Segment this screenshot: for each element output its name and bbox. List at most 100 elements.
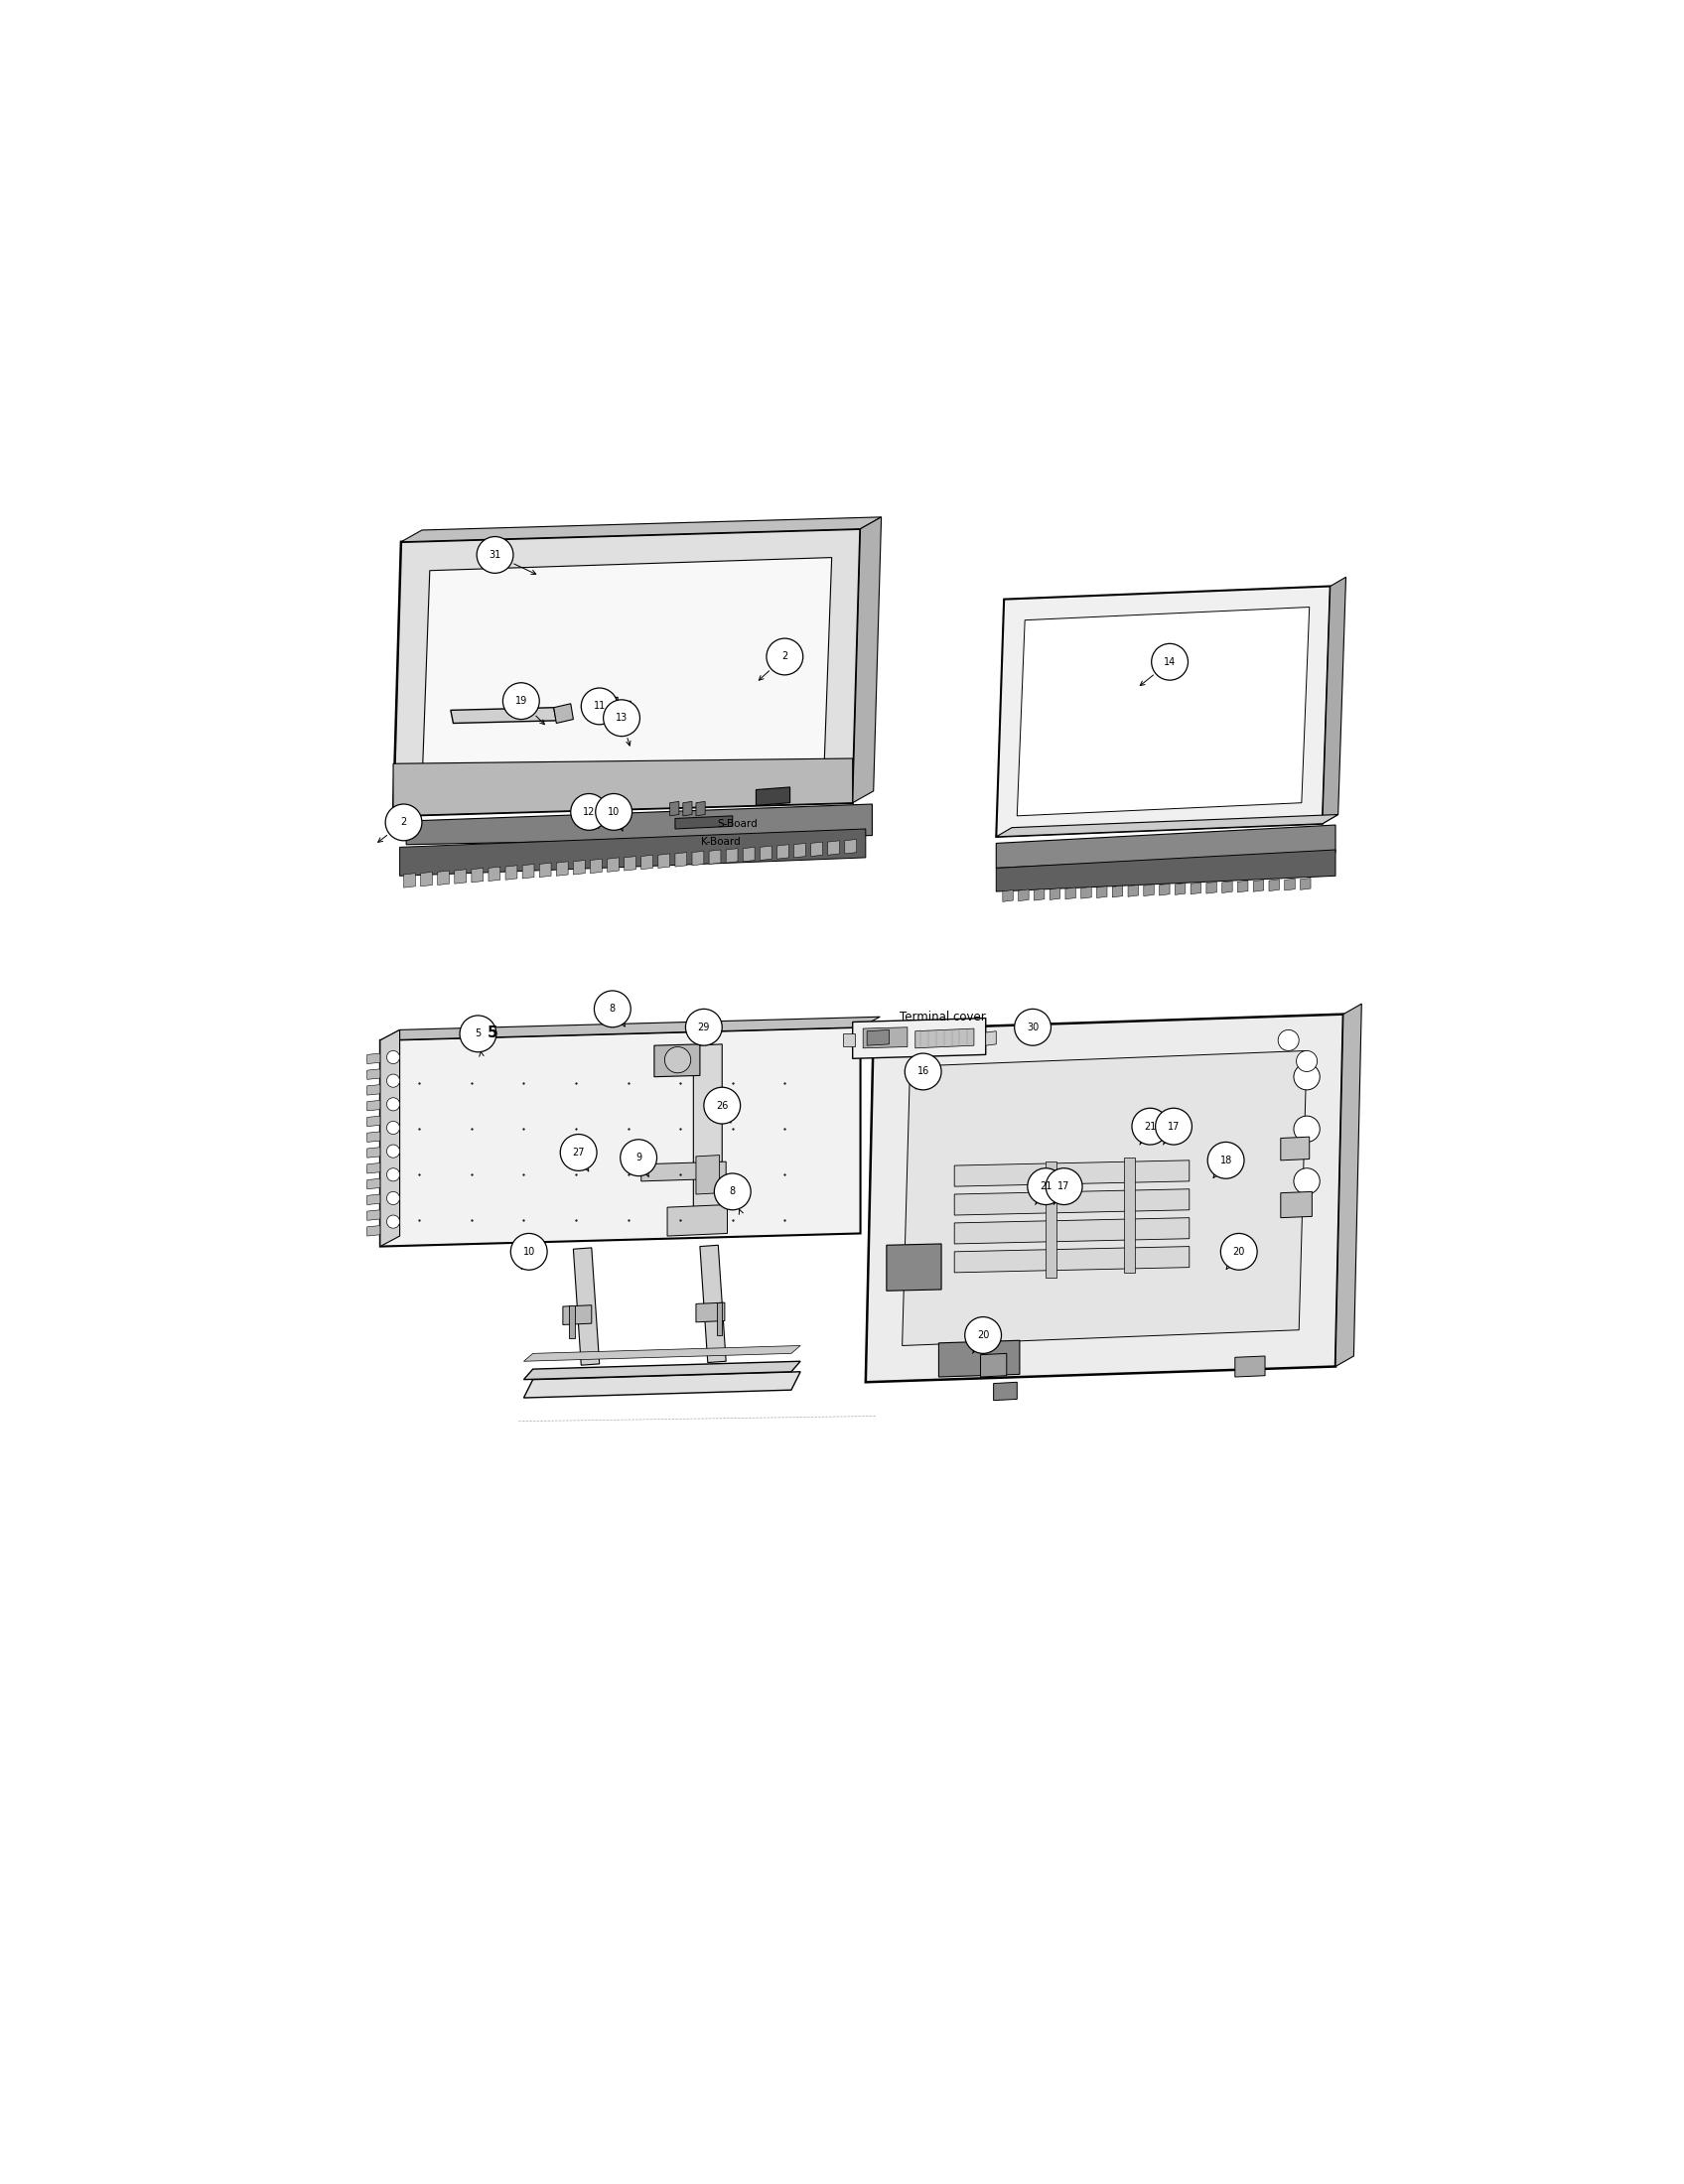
Circle shape <box>460 1016 497 1053</box>
Polygon shape <box>862 1026 908 1048</box>
Polygon shape <box>381 1018 881 1040</box>
Polygon shape <box>1285 878 1295 891</box>
Polygon shape <box>394 758 852 817</box>
Circle shape <box>477 537 514 572</box>
Polygon shape <box>401 518 881 542</box>
Polygon shape <box>844 1033 855 1046</box>
Text: 16: 16 <box>918 1066 930 1077</box>
Circle shape <box>603 699 640 736</box>
Polygon shape <box>829 841 840 854</box>
Polygon shape <box>1253 880 1263 891</box>
Polygon shape <box>367 1053 381 1064</box>
Polygon shape <box>1191 882 1201 893</box>
Circle shape <box>1046 1168 1083 1206</box>
Polygon shape <box>1175 882 1186 895</box>
Polygon shape <box>852 518 881 804</box>
Text: 29: 29 <box>697 1022 711 1033</box>
Polygon shape <box>1234 1356 1265 1376</box>
Polygon shape <box>997 815 1339 836</box>
Polygon shape <box>1238 880 1248 893</box>
Polygon shape <box>367 1179 381 1188</box>
Text: 11: 11 <box>593 701 606 712</box>
Polygon shape <box>1125 1158 1135 1273</box>
Polygon shape <box>423 557 832 786</box>
Text: 10: 10 <box>522 1247 536 1256</box>
Polygon shape <box>980 1354 1007 1376</box>
Polygon shape <box>562 1306 591 1326</box>
Polygon shape <box>653 1044 701 1077</box>
Text: 2: 2 <box>781 651 788 662</box>
Polygon shape <box>608 858 620 871</box>
Polygon shape <box>381 1026 861 1247</box>
Polygon shape <box>1280 1192 1312 1219</box>
Circle shape <box>1293 1116 1320 1142</box>
Circle shape <box>387 1192 399 1206</box>
Polygon shape <box>1113 885 1123 898</box>
Polygon shape <box>717 1302 722 1334</box>
Text: 18: 18 <box>1219 1155 1233 1166</box>
Polygon shape <box>406 804 872 845</box>
Polygon shape <box>367 1210 381 1221</box>
Polygon shape <box>642 854 653 869</box>
Polygon shape <box>569 1306 574 1339</box>
Text: 20: 20 <box>977 1330 989 1341</box>
Polygon shape <box>692 852 704 865</box>
Polygon shape <box>997 585 1330 836</box>
Polygon shape <box>675 852 687 867</box>
Polygon shape <box>539 863 551 878</box>
Polygon shape <box>695 1302 724 1321</box>
Polygon shape <box>845 839 857 854</box>
Polygon shape <box>1081 887 1091 898</box>
Polygon shape <box>994 1382 1017 1400</box>
Polygon shape <box>743 847 754 860</box>
Polygon shape <box>367 1162 381 1173</box>
Text: 8: 8 <box>610 1005 616 1013</box>
Polygon shape <box>394 529 861 817</box>
Polygon shape <box>756 786 790 806</box>
Text: 30: 30 <box>1027 1022 1039 1033</box>
Polygon shape <box>916 1029 973 1048</box>
Polygon shape <box>955 1247 1189 1273</box>
Polygon shape <box>695 1155 719 1195</box>
Text: 26: 26 <box>716 1101 727 1109</box>
Polygon shape <box>625 856 637 871</box>
Polygon shape <box>1066 887 1076 900</box>
Circle shape <box>510 1234 547 1269</box>
Polygon shape <box>421 871 433 887</box>
Polygon shape <box>1143 885 1154 895</box>
Polygon shape <box>695 802 706 817</box>
Polygon shape <box>524 1372 800 1398</box>
Polygon shape <box>367 1116 381 1127</box>
Polygon shape <box>1128 885 1138 898</box>
Polygon shape <box>1019 889 1029 902</box>
Circle shape <box>387 1051 399 1064</box>
Polygon shape <box>472 867 483 882</box>
Circle shape <box>1293 1168 1320 1195</box>
Polygon shape <box>1300 878 1310 889</box>
Polygon shape <box>505 865 517 880</box>
Polygon shape <box>1223 880 1233 893</box>
Polygon shape <box>793 843 805 858</box>
Circle shape <box>620 1140 657 1175</box>
Polygon shape <box>455 869 466 885</box>
Polygon shape <box>573 860 584 874</box>
Polygon shape <box>709 850 721 865</box>
Polygon shape <box>642 1162 726 1182</box>
Circle shape <box>1155 1107 1192 1144</box>
Polygon shape <box>670 802 679 817</box>
Polygon shape <box>867 1031 889 1046</box>
Circle shape <box>685 1009 722 1046</box>
Polygon shape <box>608 697 620 721</box>
Text: 20: 20 <box>1233 1247 1244 1256</box>
Polygon shape <box>938 1341 1019 1376</box>
Circle shape <box>1132 1107 1169 1144</box>
Circle shape <box>1293 1064 1320 1090</box>
Circle shape <box>387 1075 399 1088</box>
Polygon shape <box>1034 889 1044 900</box>
Polygon shape <box>726 847 738 863</box>
Polygon shape <box>367 1131 381 1142</box>
Circle shape <box>965 1317 1002 1354</box>
Polygon shape <box>573 1247 600 1365</box>
Text: 14: 14 <box>1164 657 1175 666</box>
Polygon shape <box>367 1147 381 1158</box>
